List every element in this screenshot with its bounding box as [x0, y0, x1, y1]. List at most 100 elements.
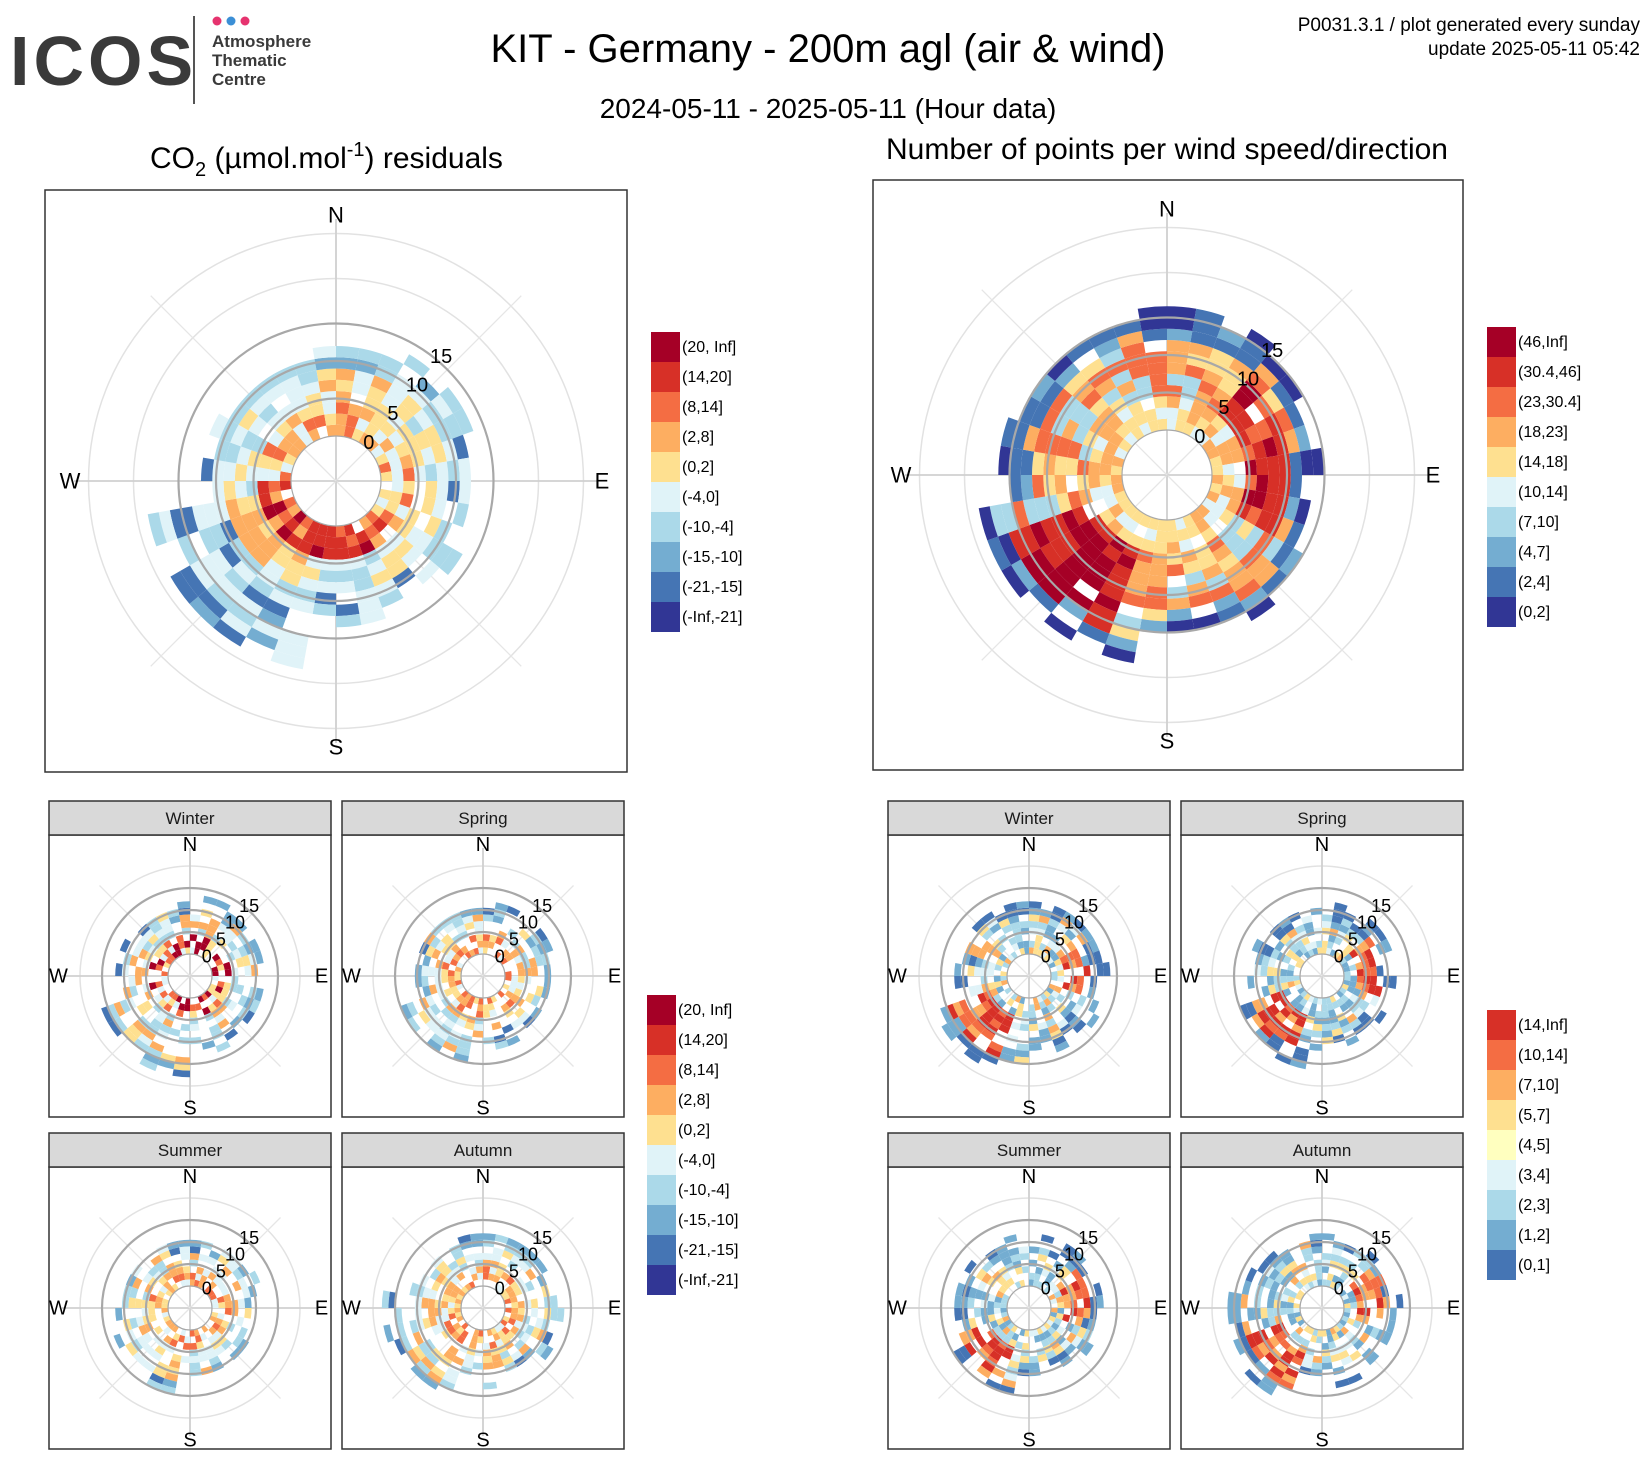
wind-cell [488, 1002, 495, 1011]
logo-divider [193, 16, 195, 104]
facet-label: Summer [158, 1141, 223, 1160]
wind-cell [1111, 455, 1125, 468]
legend-label: (0,2] [678, 1122, 710, 1139]
wind-cell [138, 1324, 149, 1336]
legend-swatch [651, 512, 680, 542]
wind-cell [1055, 964, 1064, 971]
wind-cell [1050, 536, 1073, 562]
wind-cell [1047, 1355, 1060, 1366]
wind-cell [452, 990, 462, 999]
wind-cell [172, 1000, 181, 1010]
wind-cell [1291, 1355, 1304, 1366]
wind-cell [1057, 976, 1065, 983]
wind-cell [495, 1268, 504, 1278]
wind-cell [454, 976, 462, 981]
compass-s: S [183, 1097, 196, 1119]
wind-cell [1303, 921, 1314, 931]
wind-cell [1167, 519, 1177, 532]
wind-cell [237, 994, 248, 1007]
wind-cell [998, 1285, 1008, 1294]
wind-cell [1336, 954, 1344, 962]
wind-cell [502, 983, 510, 991]
wind-cell [454, 1308, 462, 1313]
wind-cell [386, 531, 405, 550]
wind-cell [1274, 1272, 1285, 1284]
wind-cell [530, 1326, 541, 1339]
wind-cell [208, 1355, 221, 1366]
wind-cell [1297, 987, 1306, 995]
wind-cell [530, 1308, 539, 1318]
wind-cell [451, 944, 461, 954]
wind-cell [268, 588, 294, 608]
wind-cell [153, 949, 163, 959]
wind-cell [489, 1009, 498, 1018]
wind-cell [1081, 1342, 1094, 1357]
wind-cell [198, 1353, 209, 1363]
legend-label: (30.4,46] [1518, 364, 1581, 381]
wind-cell [217, 1281, 227, 1291]
wind-cell [1369, 966, 1378, 976]
compass-w: W [342, 966, 361, 988]
wind-cell [1317, 1279, 1322, 1287]
wind-cell [980, 1360, 995, 1373]
wind-cell [115, 963, 123, 976]
legend-label: (0,2] [1518, 604, 1550, 621]
wind-cell [518, 1343, 531, 1356]
wind-cell [431, 498, 447, 520]
wind-cell [1325, 996, 1332, 1005]
wind-cell [1149, 563, 1167, 577]
wind-cell [154, 1345, 166, 1356]
wind-cell [998, 1023, 1011, 1034]
wind-cell [183, 1336, 190, 1344]
wind-cell [1257, 1010, 1270, 1025]
wind-cell [147, 512, 167, 547]
wind-cell [1053, 985, 1063, 994]
wind-cell [1055, 1270, 1067, 1282]
wind-cell [1266, 455, 1280, 475]
wind-cell [1043, 453, 1057, 475]
wind-cell [336, 391, 352, 404]
wind-cell [446, 481, 460, 503]
wind-cell [443, 413, 463, 439]
wind-cell [434, 1028, 449, 1041]
wind-cell [1029, 521, 1051, 549]
wind-cell [270, 549, 291, 569]
wind-cell [1307, 995, 1315, 1003]
wind-cell [257, 467, 270, 481]
page-title: KIT - Germany - 200m agl (air & wind) [490, 27, 1165, 71]
wind-cell [1029, 1279, 1034, 1287]
speed-tick-label: 0 [363, 432, 374, 454]
wind-cell [468, 1341, 477, 1350]
wind-cell [1217, 406, 1236, 425]
wind-cell [1000, 979, 1009, 986]
facet-label: Winter [165, 809, 214, 828]
wind-cell [190, 1362, 201, 1370]
wind-cell [277, 437, 293, 453]
wind-cell [1153, 396, 1167, 409]
wind-cell [1349, 1350, 1362, 1362]
legend-swatch [647, 1055, 676, 1085]
wind-cell [1123, 503, 1139, 519]
wind-cell [1270, 1324, 1281, 1336]
wind-cell [1051, 944, 1061, 954]
wind-cell [1288, 475, 1302, 499]
wind-cell [1309, 1043, 1322, 1051]
wind-cell [1060, 1265, 1072, 1277]
wind-cell [1293, 1303, 1301, 1308]
wind-cell [217, 922, 230, 934]
wind-cell [447, 976, 455, 983]
wind-cell [372, 429, 388, 445]
wind-cell [958, 1331, 970, 1346]
wind-cell [232, 1268, 244, 1281]
wind-cell [1211, 475, 1224, 485]
wind-cell [208, 1023, 221, 1034]
wind-cell [1301, 1338, 1310, 1348]
wind-cell [301, 381, 321, 397]
wind-cell [1312, 1328, 1319, 1337]
wind-cell [1274, 407, 1294, 433]
wind-cell [1364, 1268, 1376, 1281]
wind-cell [366, 558, 387, 577]
compass-s: S [476, 1097, 489, 1119]
legend-swatch [647, 1205, 676, 1235]
wind-cell [1157, 519, 1167, 532]
